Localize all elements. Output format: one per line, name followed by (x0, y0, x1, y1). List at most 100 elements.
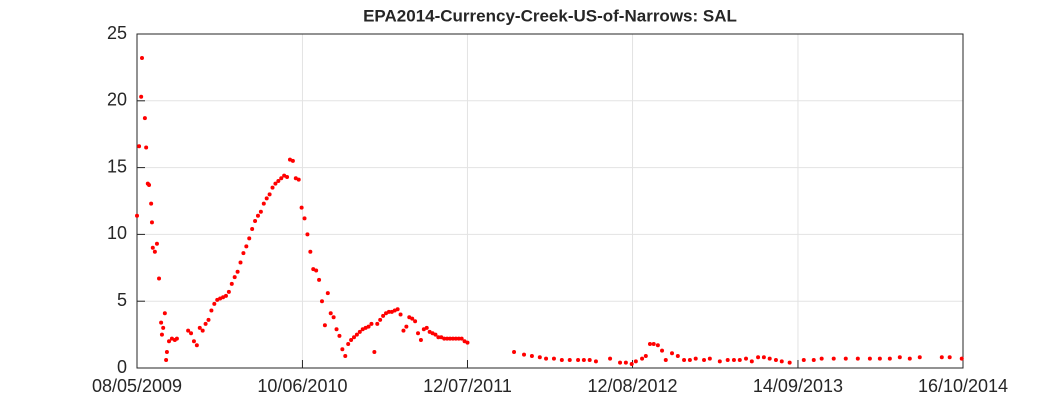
point (917, 355, 922, 360)
point (442, 336, 447, 341)
point (725, 357, 730, 362)
point (150, 245, 155, 250)
point (334, 327, 339, 332)
point (167, 339, 172, 344)
point (194, 343, 199, 348)
point (226, 289, 231, 294)
point (587, 357, 592, 362)
point (186, 328, 191, 333)
marks (135, 56, 964, 366)
point (264, 196, 269, 201)
point (244, 244, 249, 249)
point (209, 308, 214, 313)
point (223, 293, 228, 298)
point (189, 331, 194, 336)
point (731, 357, 736, 362)
point (811, 357, 816, 362)
x-tick-label: 12/08/2012 (587, 376, 677, 396)
point (395, 307, 400, 312)
point (522, 352, 527, 357)
point (544, 356, 549, 361)
point (279, 176, 284, 181)
point (737, 357, 742, 362)
x-tick-label: 14/09/2013 (753, 376, 843, 396)
point (707, 356, 712, 361)
point (436, 335, 441, 340)
point (453, 336, 458, 341)
point (670, 351, 675, 356)
point (203, 321, 208, 326)
y-tick-label: 5 (117, 290, 127, 310)
point (779, 359, 784, 364)
point (241, 251, 246, 256)
point (663, 357, 668, 362)
point (270, 185, 275, 190)
point (351, 335, 356, 340)
point (174, 336, 179, 341)
point (424, 325, 429, 330)
point (675, 353, 680, 358)
point (346, 341, 351, 346)
point (618, 360, 623, 365)
point (147, 182, 152, 187)
y-tick-label: 0 (117, 357, 127, 377)
point (887, 356, 892, 361)
point (416, 331, 421, 336)
point (152, 249, 157, 254)
point (761, 355, 766, 360)
point (401, 328, 406, 333)
point (801, 357, 806, 362)
point (843, 356, 848, 361)
point (647, 341, 652, 346)
point (831, 356, 836, 361)
point (372, 349, 377, 354)
point (337, 333, 342, 338)
point (448, 336, 453, 341)
point (296, 177, 301, 182)
point (200, 328, 205, 333)
y-tick-label: 10 (107, 223, 127, 243)
point (273, 181, 278, 186)
point (349, 337, 354, 342)
x-tick-label: 16/10/2014 (918, 376, 1008, 396)
point (410, 316, 415, 321)
point (418, 337, 423, 342)
point (459, 336, 464, 341)
point (357, 329, 362, 334)
point (959, 356, 964, 361)
point (308, 249, 313, 254)
point (290, 158, 295, 163)
point (640, 356, 645, 361)
point (343, 353, 348, 358)
point (144, 145, 149, 150)
point (450, 336, 455, 341)
point (159, 332, 164, 337)
point (773, 357, 778, 362)
point (331, 315, 336, 320)
point (206, 317, 211, 322)
point (855, 356, 860, 361)
point (682, 357, 687, 362)
point (154, 241, 159, 246)
point (229, 281, 234, 286)
point (314, 268, 319, 273)
point (537, 355, 542, 360)
x-tick-label: 12/07/2011 (423, 376, 512, 396)
point (238, 260, 243, 265)
point (651, 341, 656, 346)
point (305, 232, 310, 237)
point (250, 227, 255, 232)
point (529, 353, 534, 358)
point (581, 357, 586, 362)
point (258, 209, 263, 214)
point (633, 359, 638, 364)
point (162, 311, 167, 316)
point (247, 236, 252, 241)
y-tick-label: 15 (107, 156, 127, 176)
point (655, 343, 660, 348)
plot-frame (136, 33, 964, 369)
point (593, 359, 598, 364)
